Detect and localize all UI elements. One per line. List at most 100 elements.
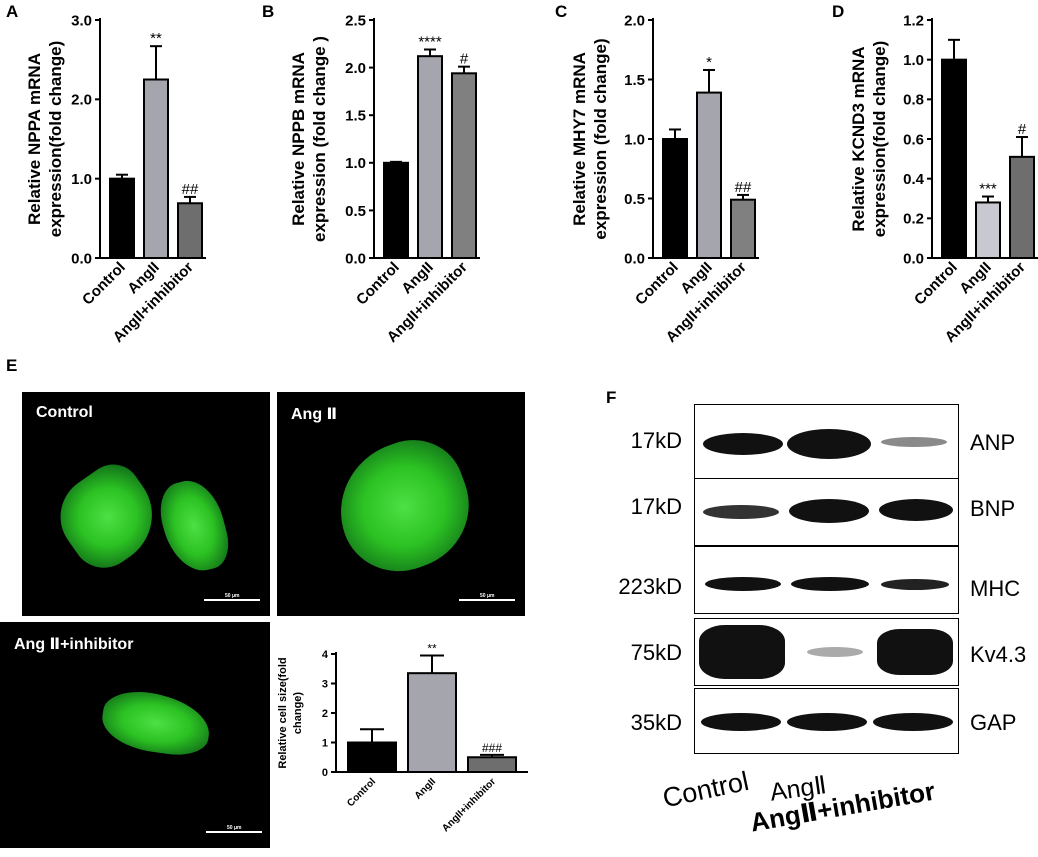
y-tick-label: 0.8 [903, 92, 924, 109]
category-label: Control [345, 776, 378, 809]
scale-bar-text: 50 μm [225, 593, 240, 599]
y-tick-label: 0.0 [71, 250, 92, 267]
scale-bar [204, 599, 260, 601]
blot-protein-label: Kv4.3 [970, 642, 1027, 667]
bar [975, 201, 1001, 259]
blot-kd-label: 17kD [630, 428, 682, 453]
micrograph-angii: Ang Ⅱ 50 μm [277, 392, 525, 616]
panel-label-f: F [606, 388, 617, 407]
y-axis-label: Relative KCND3 mRNA [849, 46, 868, 231]
blot-protein-label: MHC [970, 576, 1021, 601]
significance-label: ** [150, 30, 162, 47]
y-tick-label: 2.0 [71, 92, 92, 109]
bar [696, 91, 722, 259]
significance-label: # [1018, 121, 1027, 138]
blot-band [881, 437, 947, 447]
blot-kd-label: 35kD [630, 710, 682, 735]
significance-label: # [460, 51, 469, 68]
significance-label: ## [182, 181, 199, 198]
blot-row-gap [694, 688, 959, 754]
bar [1009, 155, 1035, 260]
bar [143, 78, 169, 259]
blot-band [787, 713, 867, 731]
bar [417, 55, 443, 260]
blot-band [791, 577, 869, 591]
panel-label-a: A [6, 2, 19, 21]
blot-band [789, 499, 869, 523]
y-tick-label: 2.5 [345, 12, 366, 29]
significance-label: ### [482, 741, 502, 755]
bar [941, 58, 967, 259]
blot-band [873, 713, 953, 731]
category-label: AngII [413, 776, 439, 802]
y-tick-label: 3 [322, 678, 328, 690]
significance-label: **** [418, 34, 442, 51]
y-tick-label: 1.0 [345, 155, 366, 172]
cell-angii-inhibitor [98, 686, 214, 760]
bar [383, 161, 409, 259]
chart-c: 0.0 0.5 1.0 1.5 2.0 Relative MHY7 mRNA express… [570, 12, 759, 346]
y-tick-label: 0.5 [345, 203, 366, 220]
micrograph-label-angii: Ang Ⅱ [291, 406, 338, 423]
panel-label-c: C [555, 2, 568, 21]
scale-bar [459, 599, 515, 601]
y-tick-label: 0.4 [903, 171, 925, 188]
cell-angii [321, 425, 487, 588]
y-tick-label: 0.0 [345, 250, 366, 267]
blot-band [787, 429, 871, 459]
micrograph-label-angii-inhibitor: Ang Ⅱ+inhibitor [14, 636, 134, 653]
significance-label: * [706, 54, 712, 71]
bar [177, 202, 203, 259]
y-tick-label: 2 [322, 708, 328, 720]
bar [467, 756, 517, 773]
scale-bar-text: 50 μm [480, 593, 495, 599]
cell-control-2 [153, 473, 235, 579]
panel-label-d: D [832, 2, 845, 21]
y-axis-label: expression (fold change ) [310, 36, 329, 242]
significance-label: ** [427, 641, 437, 655]
y-axis-label: Relative cell size(fold [277, 657, 289, 768]
scale-bar [206, 831, 262, 833]
micrograph-control: Control 50 μm [22, 392, 270, 616]
y-axis-label: change) [292, 692, 304, 735]
blot-protein-label: ANP [970, 430, 1016, 455]
blot-band [881, 579, 949, 590]
bar [347, 741, 397, 773]
y-tick-label: 0.0 [903, 250, 924, 267]
cell-control-1 [44, 453, 172, 581]
chart-b: 0.0 0.5 1.0 1.5 2.0 2.5 Relative NPPB mRNA expr… [289, 12, 480, 346]
y-axis-label: Relative NPPA mRNA [25, 53, 44, 225]
significance-label: *** [979, 181, 997, 198]
y-tick-label: 0.6 [903, 131, 924, 148]
y-tick-label: 2.0 [624, 12, 645, 29]
blot-row-mhc [694, 546, 959, 614]
bar [407, 672, 457, 773]
y-tick-label: 0 [322, 767, 328, 779]
scale-bar-text: 50 μm [227, 825, 242, 831]
category-label: AngII+inhibitor [440, 776, 498, 834]
blot-band [877, 629, 953, 675]
blot-row-kv43 [694, 618, 959, 686]
bar [662, 138, 688, 259]
blot-band [807, 647, 863, 657]
bar [730, 198, 756, 260]
blot-protein-label: GAP [970, 710, 1017, 735]
micrograph-label-control: Control [36, 404, 93, 421]
blot-protein-label: BNP [970, 496, 1016, 521]
y-tick-label: 1.0 [903, 52, 924, 69]
y-tick-label: 1.2 [903, 12, 924, 29]
chart-d: 0.0 0.2 0.4 0.6 0.8 1.0 1.2 Relative KCND3 mRNA… [849, 12, 1038, 346]
bar [451, 72, 477, 259]
y-tick-label: 0.5 [624, 191, 645, 208]
y-tick-label: 1 [322, 737, 328, 749]
significance-label: ## [735, 179, 752, 196]
y-tick-label: 1.5 [345, 108, 366, 125]
blot-kd-label: 223kD [618, 574, 682, 599]
y-tick-label: 4 [322, 649, 329, 661]
y-tick-label: 0.2 [903, 211, 924, 228]
blot-row-anp [694, 404, 959, 480]
blot-band [699, 625, 785, 679]
blot-kd-label: 17kD [630, 494, 682, 519]
chart-e-cell-size: 0 1 2 3 4 Relative cell size(fold change) Contr… [277, 641, 528, 834]
bar [109, 177, 135, 260]
